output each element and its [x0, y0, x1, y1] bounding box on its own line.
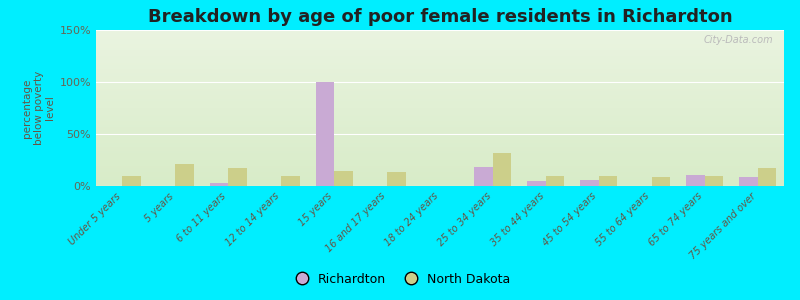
Bar [316, 82, 334, 186]
Bar [652, 177, 670, 186]
Bar [210, 183, 228, 186]
Title: Breakdown by age of poor female residents in Richardton: Breakdown by age of poor female resident… [148, 8, 732, 26]
Bar [175, 164, 194, 186]
Bar [334, 171, 353, 186]
Bar [758, 168, 776, 186]
Bar [474, 167, 493, 186]
Text: City-Data.com: City-Data.com [704, 35, 774, 45]
Bar [228, 168, 247, 186]
Bar [527, 181, 546, 186]
Y-axis label: percentage
below poverty
level: percentage below poverty level [22, 71, 55, 145]
Bar [282, 176, 300, 186]
Bar [122, 176, 141, 186]
Bar [686, 175, 705, 186]
Bar [739, 177, 758, 186]
Bar [546, 176, 564, 186]
Legend: Richardton, North Dakota: Richardton, North Dakota [284, 268, 516, 291]
Bar [705, 176, 723, 186]
Bar [387, 172, 406, 186]
Bar [580, 180, 598, 186]
Bar [493, 153, 511, 186]
Bar [598, 176, 618, 186]
